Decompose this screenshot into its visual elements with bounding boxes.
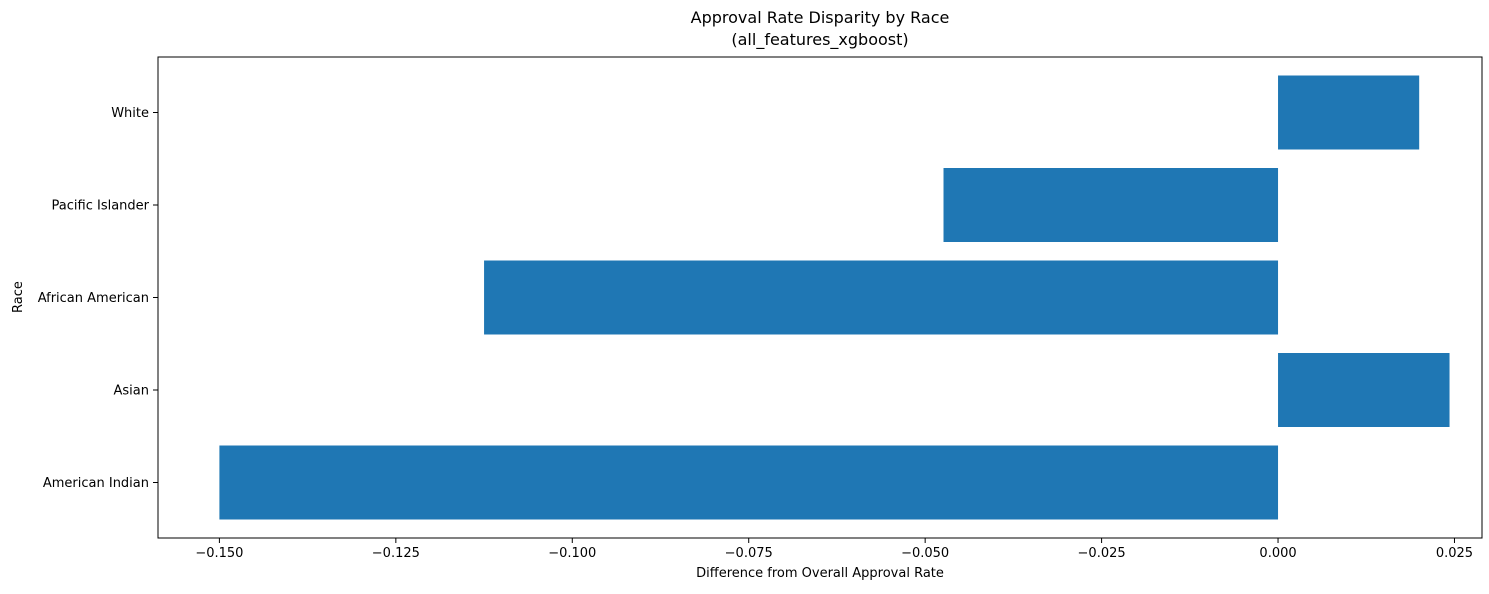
x-tick-label: −0.125 xyxy=(372,546,420,561)
y-tick-label: Asian xyxy=(114,384,149,399)
y-tick-label: African American xyxy=(38,291,149,306)
y-tick-label: American Indian xyxy=(43,476,149,491)
ticks-layer: American Indian Asian African American Paci… xyxy=(38,106,1473,561)
x-tick-label: −0.100 xyxy=(548,546,596,561)
y-axis-label: Race xyxy=(11,281,26,313)
bar-pacific-islander xyxy=(943,168,1279,242)
bar-asian xyxy=(1278,353,1450,427)
x-tick-label: −0.150 xyxy=(195,546,243,561)
x-tick-label: −0.050 xyxy=(901,546,949,561)
bar-african-american xyxy=(484,260,1279,335)
x-axis-label: Difference from Overall Approval Rate xyxy=(696,566,944,581)
bar-white xyxy=(1278,75,1420,150)
bar-american-indian xyxy=(219,445,1279,520)
x-tick-label: 0.025 xyxy=(1436,546,1473,561)
chart-title: Approval Rate Disparity by Race xyxy=(691,8,950,27)
x-tick-label: −0.025 xyxy=(1078,546,1126,561)
x-tick-label: −0.075 xyxy=(725,546,773,561)
y-tick-label: White xyxy=(111,106,149,121)
chart-subtitle: (all_features_xgboost) xyxy=(731,30,908,50)
bars-layer xyxy=(219,75,1450,520)
plot-frame xyxy=(157,56,1483,539)
x-tick-label: 0.000 xyxy=(1259,546,1296,561)
y-tick-label: Pacific Islander xyxy=(52,199,150,214)
